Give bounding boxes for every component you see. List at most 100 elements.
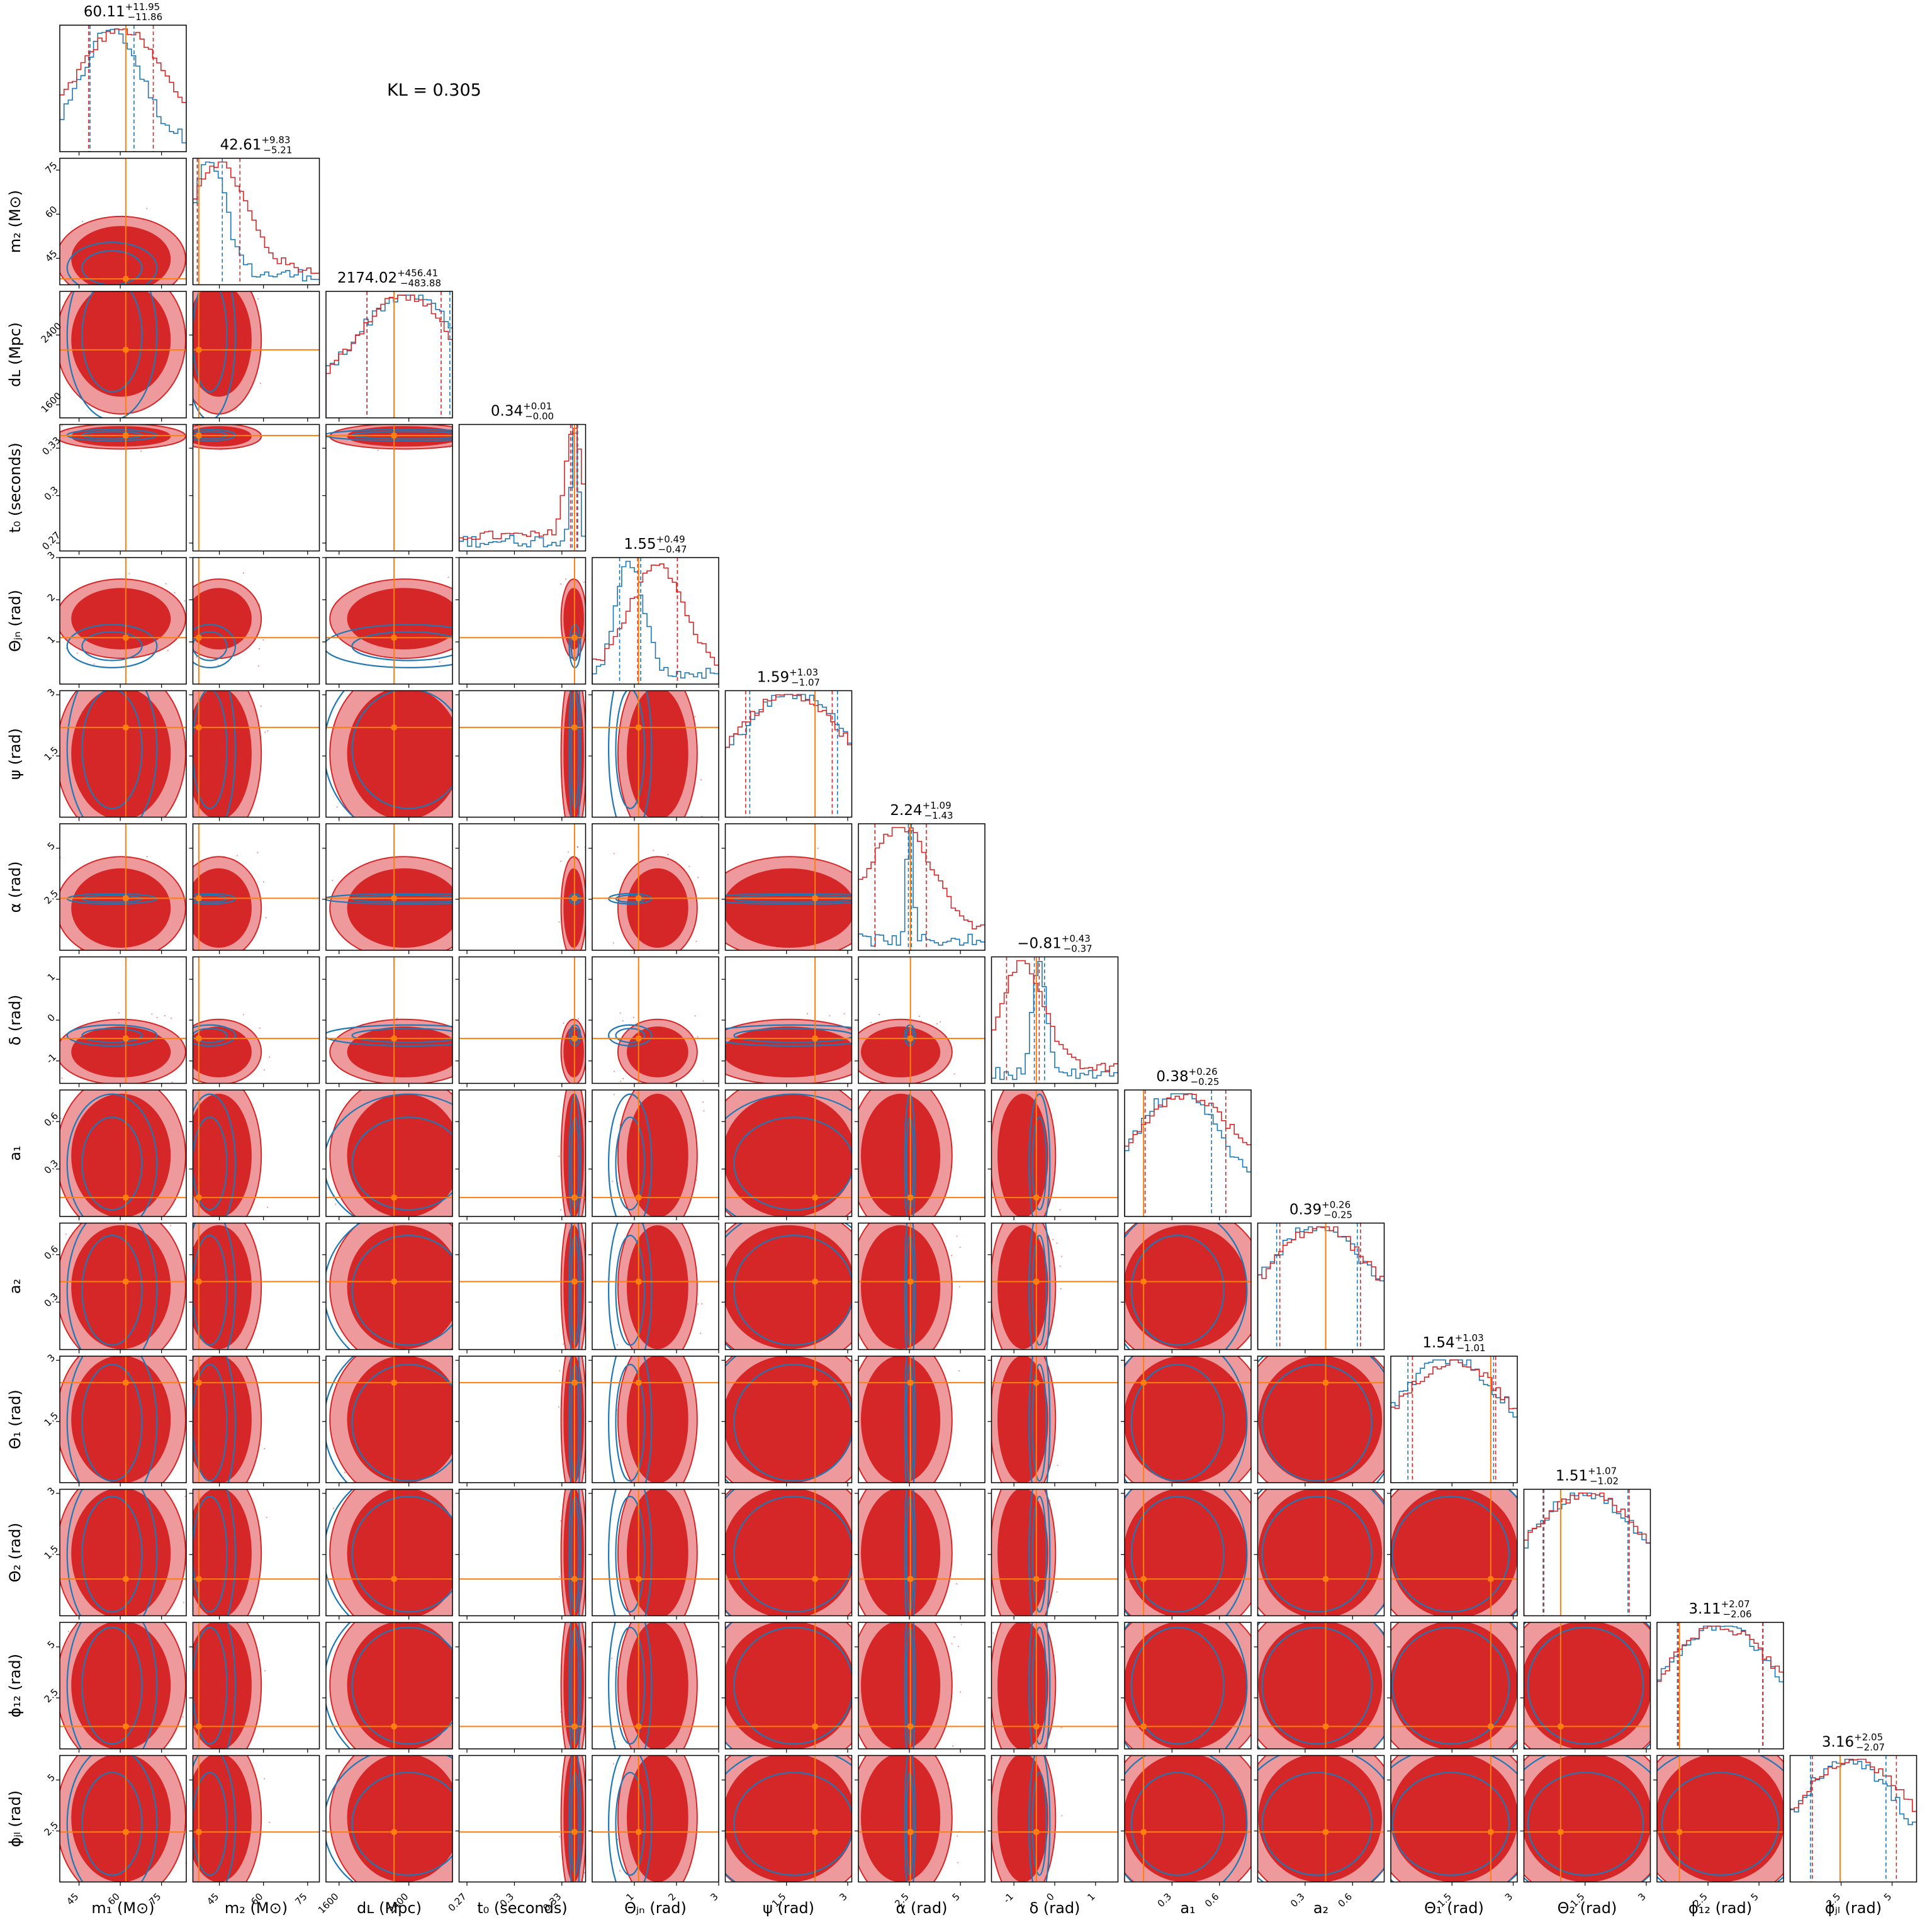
density-contour-inner <box>347 868 452 948</box>
y-tick-label: 3 <box>45 1485 57 1497</box>
sample-point <box>128 573 130 575</box>
panel-frame <box>458 1222 587 1351</box>
sample-point <box>709 1211 710 1212</box>
panel-a1-psi <box>709 1089 853 1220</box>
sample-point <box>1061 1617 1062 1618</box>
title-median: 60.11 <box>84 4 125 20</box>
sample-point <box>45 716 46 717</box>
sample-point <box>476 1253 477 1254</box>
sample-point <box>588 811 590 812</box>
panel-frame <box>458 1755 587 1883</box>
y-tick-label: 2.5 <box>42 888 61 907</box>
truth-marker <box>571 1379 578 1386</box>
sample-point <box>264 1670 266 1672</box>
sample-point <box>52 831 53 833</box>
sample-point <box>478 717 480 718</box>
sample-point <box>168 1344 169 1345</box>
panel-frame <box>192 157 320 286</box>
sample-point <box>578 858 580 860</box>
x-tick-label: 3 <box>1503 1891 1515 1903</box>
panel-content <box>193 558 320 684</box>
sample-point <box>1059 1209 1061 1211</box>
title-plus-error: +0.43 <box>1062 933 1091 945</box>
sample-point <box>1016 1888 1017 1889</box>
sample-point <box>583 1872 586 1873</box>
density-contour-inner <box>997 1489 1048 1616</box>
sample-point <box>1520 1632 1521 1633</box>
reference-contour-inner <box>1661 1772 1780 1876</box>
y-tick-label: -1 <box>44 1052 59 1066</box>
sample-point <box>1061 1815 1063 1817</box>
panel-alpha-alpha: 2.24+1.09 −1.43 <box>858 800 986 954</box>
sample-point <box>1606 1885 1607 1886</box>
panel-a1-delta <box>987 1072 1119 1220</box>
panel-content <box>459 1489 588 1635</box>
sample-point <box>183 1646 184 1648</box>
sample-point <box>957 1646 959 1648</box>
sample-point <box>1532 1475 1534 1476</box>
sample-point <box>1449 1472 1450 1473</box>
reference-contour-inner <box>733 1235 852 1346</box>
reference-contour-inner <box>351 690 452 809</box>
sample-point <box>262 639 264 641</box>
panel-frame <box>858 1755 986 1883</box>
panel-content <box>54 1344 186 1483</box>
panel-frame <box>1124 1089 1252 1217</box>
panel-theta2-a1 <box>1121 1488 1252 1620</box>
title-median: 2.24 <box>890 802 922 819</box>
panel-frame <box>59 291 187 418</box>
histogram-red <box>459 427 586 551</box>
truth-marker <box>1322 1723 1329 1730</box>
panel-frame <box>1257 1622 1385 1749</box>
histogram-red <box>60 28 186 152</box>
sample-point <box>703 1110 705 1112</box>
panel-phi12-a2 <box>1254 1622 1385 1753</box>
histogram-red <box>725 694 852 817</box>
sample-point <box>1059 1072 1060 1074</box>
reference-contour-inner <box>733 1116 852 1211</box>
density-contour-inner <box>725 1356 852 1483</box>
truth-marker <box>195 1829 202 1836</box>
panel-t0-m1: 0.27 0.3 0.33 <box>40 424 187 555</box>
reference-contour-inner <box>1391 1772 1510 1876</box>
panel-frame <box>59 1622 187 1749</box>
density-contour-inner <box>725 1026 852 1077</box>
panel-m2-m1: 45 60 75 <box>43 157 187 289</box>
sample-point <box>48 960 49 961</box>
density-contour-inner <box>1524 1622 1651 1749</box>
panel-alpha-t0 <box>455 823 587 954</box>
param-title-theta_jn: 1.55+0.49 −0.47 <box>624 534 687 555</box>
reference-contour-inner <box>351 1028 452 1043</box>
sample-point <box>315 1816 316 1817</box>
sample-point <box>587 1634 588 1635</box>
sample-point <box>266 962 267 963</box>
histogram-red <box>1257 1226 1384 1350</box>
panel-content <box>1391 1755 1517 1882</box>
density-contour-inner <box>71 1489 171 1616</box>
panel-theta_jn-t0 <box>455 557 587 688</box>
panel-phi12-theta_jn <box>588 1622 719 1753</box>
panel-content <box>459 957 586 1084</box>
x-axis-label-a2: a₂ <box>1313 1899 1328 1917</box>
sample-point <box>265 917 267 919</box>
panel-a1-theta_jn <box>588 1089 719 1220</box>
panel-frame <box>1390 1622 1518 1749</box>
sample-point <box>1639 1906 1640 1907</box>
reference-contour-inner <box>733 1626 852 1745</box>
density-contour-inner <box>563 588 584 650</box>
sample-point <box>54 1344 55 1345</box>
reference-contour-outer <box>66 1622 158 1749</box>
panel-frame <box>59 1755 187 1883</box>
sample-point <box>53 583 55 585</box>
sample-point <box>55 1325 56 1327</box>
reference-contour-inner <box>81 250 143 285</box>
reference-contour-inner <box>81 1235 143 1346</box>
sample-point <box>719 1435 721 1436</box>
sample-point <box>328 1756 329 1758</box>
x-tick-label: 45 <box>64 1891 81 1907</box>
panel-phi_jl-theta1: 1.5 3 <box>1387 1755 1518 1909</box>
sample-point <box>1057 1464 1059 1466</box>
x-axis-label-dL: dʟ (Mpc) <box>357 1899 422 1917</box>
panel-frame <box>592 1222 719 1351</box>
sample-point <box>687 962 688 963</box>
